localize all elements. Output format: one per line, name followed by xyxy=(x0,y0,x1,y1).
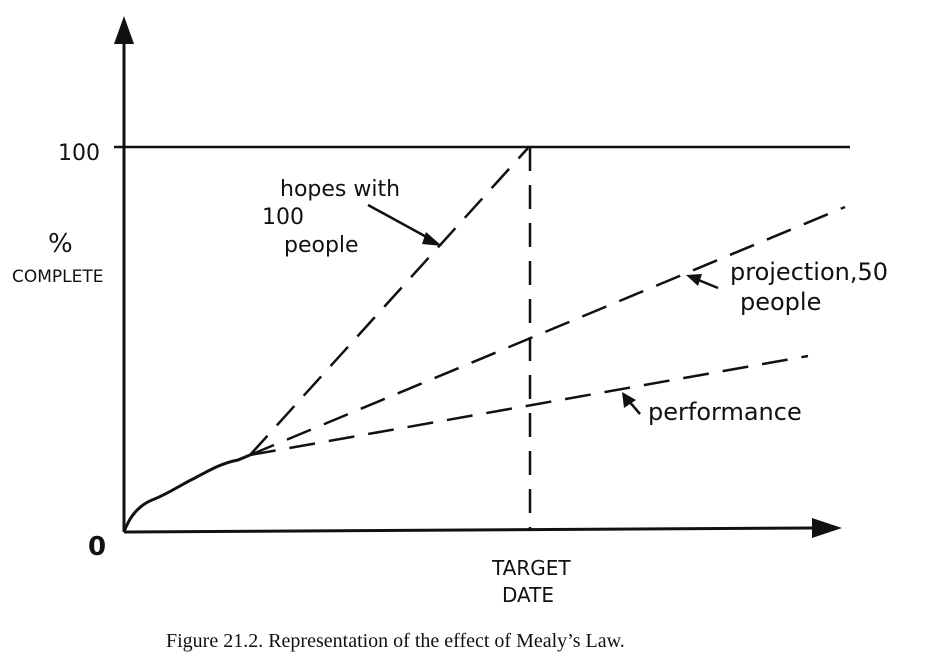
actual-progress-curve xyxy=(122,453,251,533)
performance-pointer-arrow xyxy=(622,392,641,415)
performance-line xyxy=(249,354,809,457)
projection-line xyxy=(249,205,846,457)
hopes-label-line2: 100 xyxy=(262,205,304,230)
y-axis-label-text: COMPLETE xyxy=(12,267,104,287)
y-axis-origin-value: 0 xyxy=(88,532,106,562)
x-axis-arrowhead xyxy=(812,518,842,538)
figure-caption: Figure 21.2. Representation of the effec… xyxy=(166,630,625,652)
y-axis-top-value: 100 xyxy=(58,141,100,166)
y-axis-arrowhead xyxy=(114,16,134,44)
x-axis-label-line1: TARGET xyxy=(491,556,571,580)
hopes-label-line3: people xyxy=(284,233,359,258)
projection-pointer-arrow xyxy=(686,274,719,290)
hopes-pointer-arrow xyxy=(367,203,442,246)
performance-label: performance xyxy=(648,398,802,426)
x-axis-line xyxy=(123,526,816,534)
y-axis-label-symbol: % xyxy=(48,229,73,259)
projection-label-line2: people xyxy=(740,288,821,316)
hopes-line xyxy=(249,147,529,456)
projection-label-line1: projection,50 xyxy=(730,258,888,286)
x-axis-label-line2: DATE xyxy=(502,583,554,607)
hopes-label-line1: hopes with xyxy=(280,177,400,202)
